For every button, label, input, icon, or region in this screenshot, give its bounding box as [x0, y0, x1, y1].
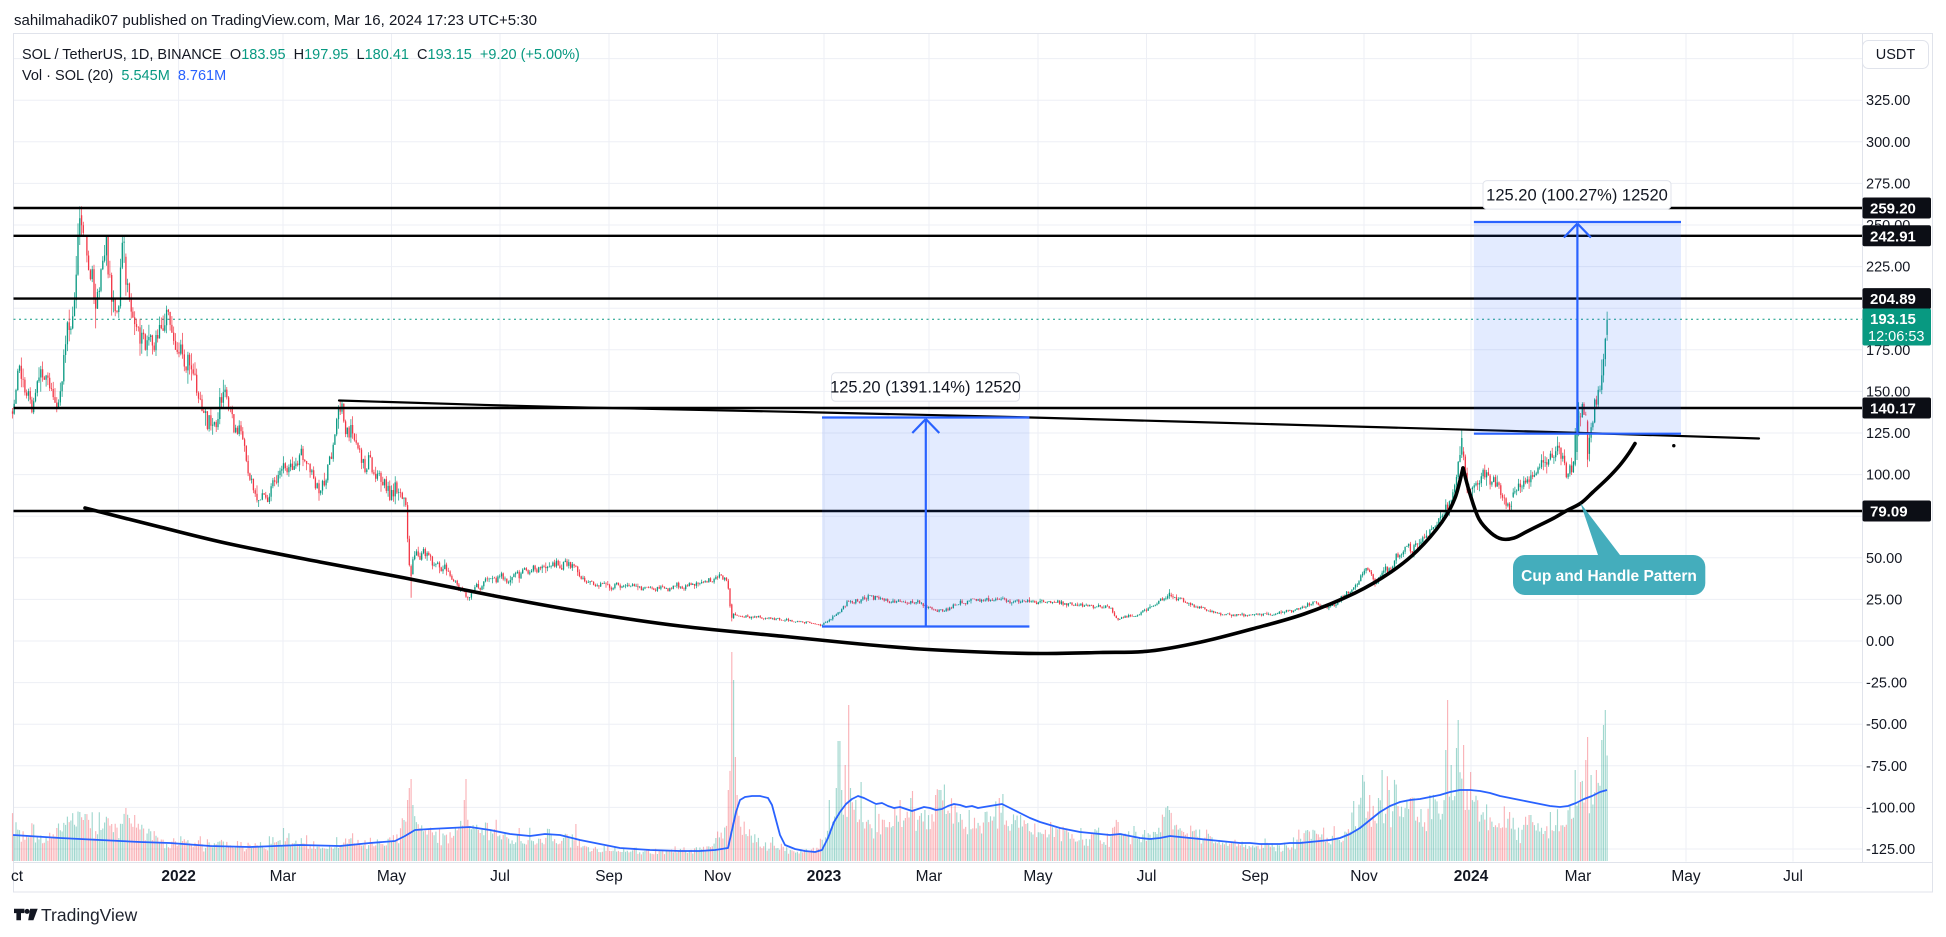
- svg-text:275.00: 275.00: [1866, 176, 1910, 192]
- svg-text:175.00: 175.00: [1866, 343, 1910, 359]
- svg-text:sahilmahadik07 published on Tr: sahilmahadik07 published on TradingView.…: [14, 12, 537, 29]
- svg-text:2023: 2023: [807, 868, 842, 885]
- svg-text:193.15: 193.15: [1870, 311, 1916, 328]
- svg-text:Jul: Jul: [490, 868, 510, 885]
- svg-text:259.20: 259.20: [1870, 201, 1916, 218]
- svg-text:0.00: 0.00: [1866, 634, 1894, 650]
- svg-text:325.00: 325.00: [1866, 93, 1910, 109]
- svg-text:225.00: 225.00: [1866, 260, 1910, 276]
- svg-text:Mar: Mar: [916, 868, 943, 885]
- svg-text:-100.00: -100.00: [1866, 800, 1915, 816]
- svg-text:150.00: 150.00: [1866, 384, 1910, 400]
- svg-text:Cup and Handle Pattern: Cup and Handle Pattern: [1521, 568, 1697, 585]
- svg-text:May: May: [1671, 868, 1701, 885]
- svg-text:242.91: 242.91: [1870, 228, 1916, 245]
- svg-text:Jul: Jul: [1783, 868, 1803, 885]
- svg-text:May: May: [377, 868, 407, 885]
- svg-text:Jul: Jul: [1137, 868, 1157, 885]
- svg-text:Nov: Nov: [704, 868, 732, 885]
- svg-text:Sep: Sep: [1241, 868, 1269, 885]
- svg-text:-75.00: -75.00: [1866, 759, 1907, 775]
- svg-text:100.00: 100.00: [1866, 468, 1910, 484]
- svg-text:-25.00: -25.00: [1866, 676, 1907, 692]
- svg-text:12:06:53: 12:06:53: [1868, 329, 1924, 345]
- svg-text:50.00: 50.00: [1866, 551, 1902, 567]
- svg-text:125.20 (100.27%) 12520: 125.20 (100.27%) 12520: [1486, 186, 1668, 204]
- svg-text:204.89: 204.89: [1870, 291, 1916, 308]
- svg-text:Mar: Mar: [1565, 868, 1592, 885]
- svg-text:Nov: Nov: [1350, 868, 1378, 885]
- svg-text:SOL / TetherUS, 1D, BINANCE O: SOL / TetherUS, 1D, BINANCE O183.95 H197…: [22, 47, 580, 63]
- svg-text:USDT: USDT: [1876, 47, 1916, 63]
- svg-text:2022: 2022: [161, 868, 195, 885]
- svg-text:May: May: [1023, 868, 1053, 885]
- svg-text:Vol · SOL (20) 5.545M 8.761M: Vol · SOL (20) 5.545M 8.761M: [22, 68, 226, 84]
- svg-text:2024: 2024: [1454, 868, 1489, 885]
- svg-text:125.00: 125.00: [1866, 426, 1910, 442]
- svg-text:-125.00: -125.00: [1866, 842, 1915, 858]
- svg-text:-50.00: -50.00: [1866, 717, 1907, 733]
- svg-text:125.20 (1391.14%) 12520: 125.20 (1391.14%) 12520: [830, 379, 1021, 397]
- svg-text:25.00: 25.00: [1866, 592, 1902, 608]
- svg-text:300.00: 300.00: [1866, 135, 1910, 151]
- svg-text:79.09: 79.09: [1870, 504, 1908, 521]
- svg-text:Sep: Sep: [595, 868, 623, 885]
- svg-text:Mar: Mar: [270, 868, 297, 885]
- svg-text:140.17: 140.17: [1870, 401, 1916, 418]
- svg-text:TradingView: TradingView: [41, 905, 138, 925]
- svg-text:ct: ct: [11, 868, 24, 885]
